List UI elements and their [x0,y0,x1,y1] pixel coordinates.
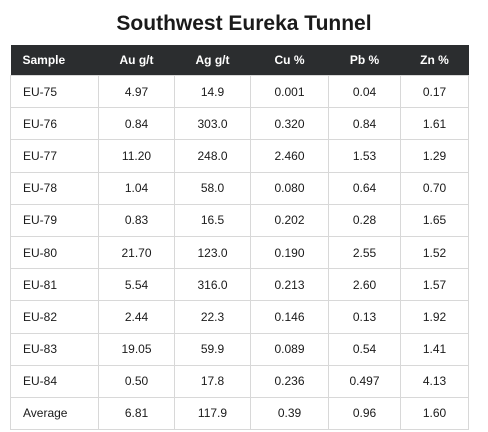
cell-zn: 0.70 [400,171,469,205]
cell-zn: 1.29 [400,139,469,173]
cell-ag: 316.0 [174,268,251,302]
cell-zn: 0.17 [400,74,469,109]
cell-ag: 248.0 [174,139,251,173]
table-row: EU-84 0.50 17.8 0.236 0.497 4.13 [10,364,469,398]
cell-cu: 0.320 [250,107,329,141]
cell-zn: 1.65 [400,203,469,237]
cell-au: 11.20 [98,139,175,173]
cell-ag: 17.8 [174,364,251,398]
cell-au: 0.50 [98,364,175,398]
cell-ag: 58.0 [174,171,251,205]
header-row: Sample Au g/t Ag g/t Cu % Pb % Zn % [10,45,469,76]
column-header-pb: Pb % [328,45,401,76]
cell-cu: 0.146 [250,300,329,334]
table-row: EU-81 5.54 316.0 0.213 2.60 1.57 [10,268,469,302]
cell-sample: EU-83 [10,332,99,366]
cell-cu: 0.089 [250,332,329,366]
table-row: EU-75 4.97 14.9 0.001 0.04 0.17 [10,74,469,109]
cell-zn: 1.61 [400,107,469,141]
cell-ag: 16.5 [174,203,251,237]
table-row: EU-76 0.84 303.0 0.320 0.84 1.61 [10,107,469,141]
cell-sample: EU-78 [10,171,99,205]
column-header-ag: Ag g/t [174,45,251,76]
table-body: EU-75 4.97 14.9 0.001 0.04 0.17 EU-76 0.… [10,74,469,431]
cell-au: 21.70 [98,235,175,270]
cell-au: 6.81 [98,396,175,431]
cell-zn: 1.60 [400,396,469,431]
cell-zn: 1.52 [400,235,469,270]
cell-cu: 0.236 [250,364,329,398]
cell-sample: EU-76 [10,107,99,141]
cell-au: 0.84 [98,107,175,141]
cell-cu: 0.001 [250,74,329,109]
cell-cu: 0.39 [250,396,329,431]
cell-au: 2.44 [98,300,175,334]
cell-pb: 2.60 [328,268,401,302]
cell-sample: EU-75 [10,74,99,109]
cell-ag: 14.9 [174,74,251,109]
cell-au: 1.04 [98,171,175,205]
column-header-sample: Sample [10,45,99,76]
cell-au: 19.05 [98,332,175,366]
assay-table: Sample Au g/t Ag g/t Cu % Pb % Zn % EU-7… [10,45,469,431]
table-row: EU-80 21.70 123.0 0.190 2.55 1.52 [10,235,469,270]
cell-pb: 0.54 [328,332,401,366]
cell-pb: 0.497 [328,364,401,398]
cell-cu: 0.213 [250,268,329,302]
cell-zn: 1.41 [400,332,469,366]
cell-sample: EU-84 [10,364,99,398]
table-row: EU-82 2.44 22.3 0.146 0.13 1.92 [10,300,469,334]
cell-ag: 59.9 [174,332,251,366]
cell-sample: EU-81 [10,268,99,302]
table-header: Sample Au g/t Ag g/t Cu % Pb % Zn % [10,45,469,76]
cell-ag: 303.0 [174,107,251,141]
cell-au: 4.97 [98,74,175,109]
cell-pb: 0.96 [328,396,401,431]
column-header-zn: Zn % [400,45,469,76]
cell-sample: Average [10,396,99,431]
cell-cu: 0.202 [250,203,329,237]
table-row: EU-78 1.04 58.0 0.080 0.64 0.70 [10,171,469,205]
cell-sample: EU-79 [10,203,99,237]
cell-sample: EU-80 [10,235,99,270]
table-row-average: Average 6.81 117.9 0.39 0.96 1.60 [10,396,469,431]
cell-pb: 0.64 [328,171,401,205]
cell-pb: 0.13 [328,300,401,334]
cell-ag: 22.3 [174,300,251,334]
cell-ag: 123.0 [174,235,251,270]
cell-pb: 2.55 [328,235,401,270]
cell-pb: 0.84 [328,107,401,141]
cell-sample: EU-77 [10,139,99,173]
page-title: Southwest Eureka Tunnel [116,12,372,35]
cell-sample: EU-82 [10,300,99,334]
cell-au: 5.54 [98,268,175,302]
column-header-au: Au g/t [98,45,175,76]
cell-cu: 0.080 [250,171,329,205]
cell-cu: 0.190 [250,235,329,270]
cell-au: 0.83 [98,203,175,237]
cell-pb: 1.53 [328,139,401,173]
cell-ag: 117.9 [174,396,251,431]
table-row: EU-83 19.05 59.9 0.089 0.54 1.41 [10,332,469,366]
cell-zn: 1.92 [400,300,469,334]
column-header-cu: Cu % [250,45,329,76]
cell-zn: 1.57 [400,268,469,302]
table-row: EU-77 11.20 248.0 2.460 1.53 1.29 [10,139,469,173]
table-row: EU-79 0.83 16.5 0.202 0.28 1.65 [10,203,469,237]
cell-pb: 0.28 [328,203,401,237]
cell-cu: 2.460 [250,139,329,173]
cell-zn: 4.13 [400,364,469,398]
cell-pb: 0.04 [328,74,401,109]
